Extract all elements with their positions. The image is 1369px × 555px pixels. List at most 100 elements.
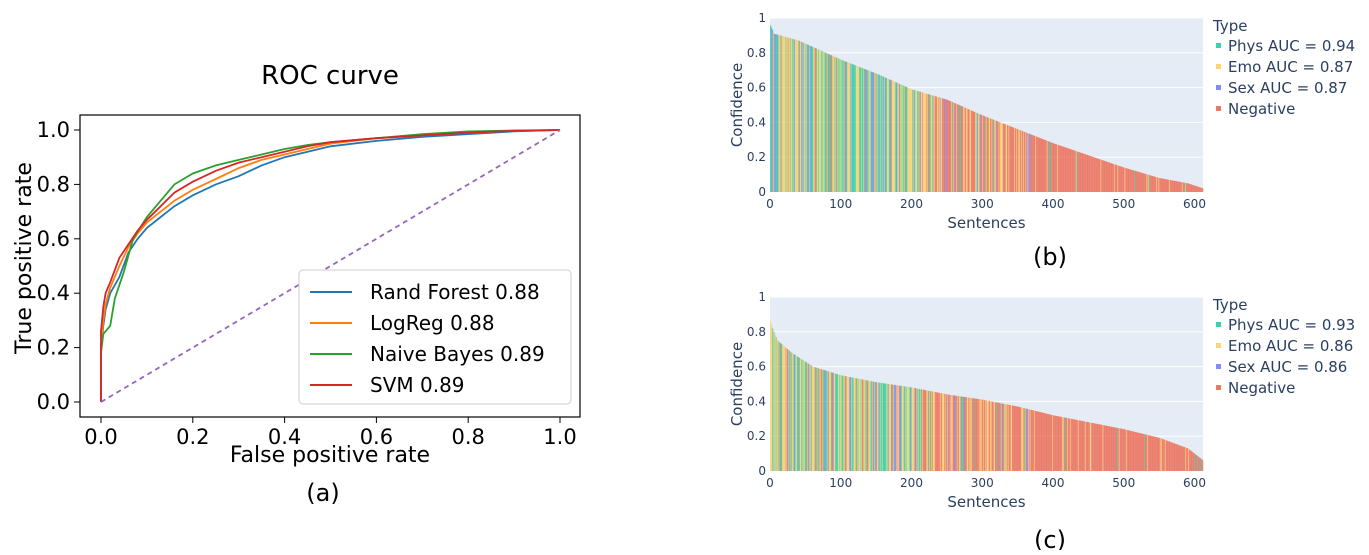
confidence-bar xyxy=(1089,422,1091,471)
confidence-bar xyxy=(1178,445,1180,471)
confidence-bar xyxy=(1079,420,1081,471)
confidence-bar xyxy=(1159,178,1161,192)
confidence-bar xyxy=(1123,167,1125,192)
confidence-bar xyxy=(1198,456,1200,471)
confidence-bar xyxy=(1148,174,1150,192)
confidence-bar xyxy=(825,52,827,192)
confidence-bar xyxy=(833,56,835,192)
confidence-bar xyxy=(1102,425,1104,471)
confidence-bar xyxy=(994,120,996,192)
confidence-bar xyxy=(985,116,987,192)
confidence-bar xyxy=(786,37,788,192)
confidence-bar xyxy=(953,395,955,471)
confidence-bar xyxy=(1173,180,1175,192)
confidence-bar xyxy=(1084,154,1086,192)
confidence-bar xyxy=(1036,411,1038,471)
confidence-bar xyxy=(1196,455,1198,471)
confidence-bar xyxy=(870,71,872,192)
confidence-bar xyxy=(859,378,861,471)
confidence-bar xyxy=(1195,455,1197,471)
confidence-bar xyxy=(1124,429,1126,471)
confidence-bar xyxy=(977,113,979,192)
confidence-bar xyxy=(1051,414,1053,471)
confidence-bar xyxy=(1021,407,1023,471)
confidence-bar xyxy=(957,396,959,471)
confidence-bar xyxy=(1173,443,1175,471)
confidence-bar xyxy=(838,374,840,471)
confidence-bar xyxy=(782,344,784,471)
confidence-bar xyxy=(1147,434,1149,471)
confidence-bar xyxy=(846,61,848,192)
confidence-bar xyxy=(1014,405,1016,471)
confidence-bar xyxy=(940,393,942,471)
confidence-bar xyxy=(916,90,918,192)
confidence-bar xyxy=(1119,166,1121,192)
confidence-bar xyxy=(1050,142,1052,192)
confidence-bar xyxy=(873,72,875,192)
confidence-bar xyxy=(991,401,993,471)
confidence-bar xyxy=(889,79,891,192)
confidence-bar xyxy=(1147,435,1149,471)
roc-y-axis-label: True positive rate xyxy=(12,162,37,355)
confidence-bar xyxy=(1141,433,1143,471)
confidence-bar xyxy=(799,357,801,471)
confidence-bar xyxy=(1038,411,1040,471)
roc-series-line-3 xyxy=(100,129,561,402)
confidence-bar xyxy=(854,65,856,192)
confidence-bar xyxy=(852,377,854,471)
confidence-bar xyxy=(902,85,904,192)
confidence-bar xyxy=(784,347,786,471)
confidence-bar xyxy=(852,377,854,471)
confidence-bar xyxy=(960,105,962,192)
confidence-bar xyxy=(898,385,900,471)
roc-x-axis-label: False positive rate xyxy=(230,443,430,468)
confidence-bar xyxy=(848,62,850,192)
confidence-bar xyxy=(1181,182,1183,192)
confidence-bar xyxy=(884,77,886,192)
confidence-bar xyxy=(1118,165,1120,192)
confidence-bar xyxy=(818,368,820,471)
confidence-bar xyxy=(775,337,777,471)
confidence-bar xyxy=(1140,172,1142,192)
confidence-bar xyxy=(1002,403,1004,471)
confidence-bar xyxy=(982,399,984,471)
confidence-bar xyxy=(784,346,786,471)
confidence-bar xyxy=(903,85,905,192)
confidence-bar xyxy=(925,390,927,471)
confidence-bar xyxy=(861,379,863,471)
confidence-bar xyxy=(913,89,915,192)
confidence-bar xyxy=(994,402,996,471)
confidence-bar xyxy=(900,385,902,471)
confidence-bar xyxy=(1176,444,1178,471)
confidence-bar xyxy=(1004,403,1006,471)
confidence-bar xyxy=(1171,180,1173,192)
confidence-bar xyxy=(1103,160,1105,192)
confidence-bar xyxy=(1166,440,1168,471)
confidence-bar xyxy=(855,65,857,192)
confidence-y-axis-label: Confidence xyxy=(728,342,746,426)
confidence-bar xyxy=(1197,186,1199,192)
confidence-bar xyxy=(832,372,834,471)
confidence-bar xyxy=(1032,135,1034,192)
confidence-bar xyxy=(1043,413,1045,471)
confidence-bar xyxy=(770,321,772,471)
confidence-bar xyxy=(913,387,915,471)
roc-legend-box xyxy=(298,269,572,405)
confidence-bar xyxy=(796,355,798,471)
confidence-bar xyxy=(870,381,872,471)
confidence-bar xyxy=(827,371,829,471)
confidence-bar xyxy=(1101,424,1103,471)
confidence-bar xyxy=(922,389,924,471)
confidence-bar xyxy=(953,395,955,471)
confidence-bar xyxy=(990,118,992,192)
confidence-bar xyxy=(1080,420,1082,471)
confidence-bar xyxy=(1035,136,1037,192)
confidence-bar xyxy=(791,38,793,192)
confidence-bar xyxy=(1031,134,1033,192)
confidence-bar xyxy=(1136,171,1138,192)
confidence-bar xyxy=(1149,435,1151,471)
confidence-bar xyxy=(1086,421,1088,471)
confidence-bar xyxy=(987,117,989,192)
confidence-bar xyxy=(806,362,808,471)
confidence-bar xyxy=(954,103,956,192)
